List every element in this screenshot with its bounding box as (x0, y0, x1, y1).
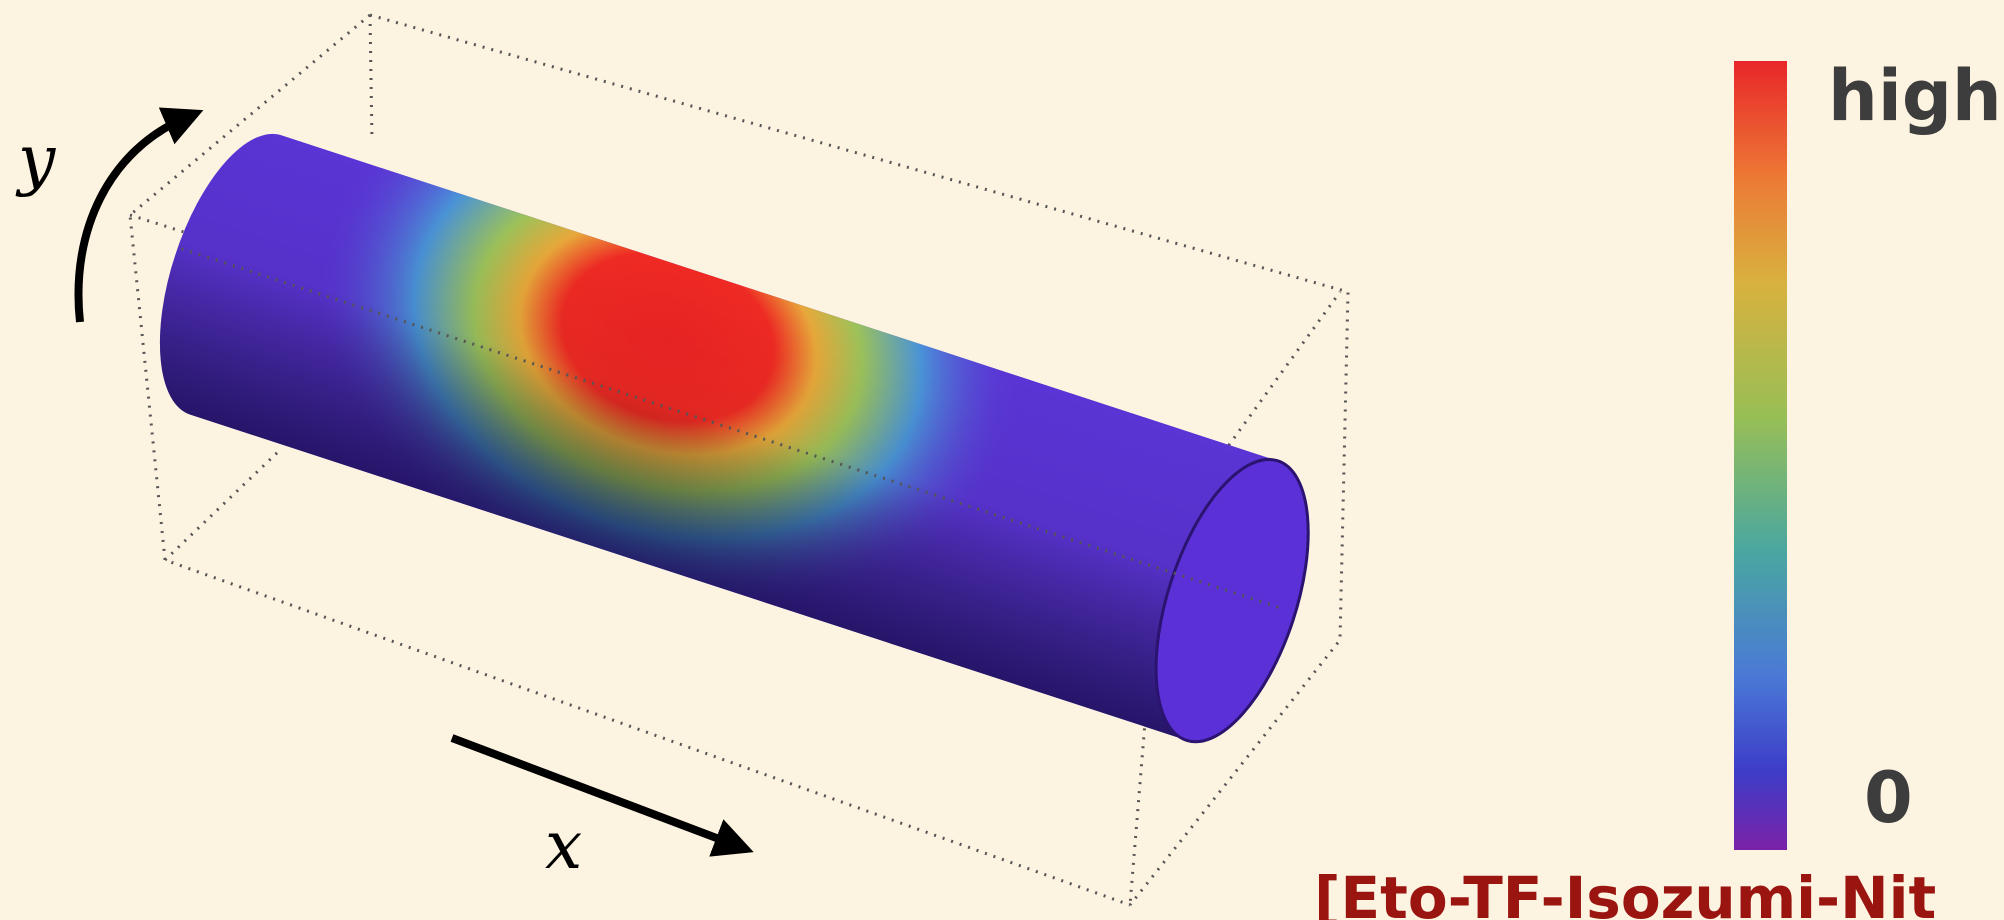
figure: y x high 0 [Eto-TF-Isozumi-Nit (0, 0, 2004, 920)
colorbar-top-label: high (1828, 55, 2002, 137)
citation: [Eto-TF-Isozumi-Nit (1314, 864, 1936, 920)
x-label: x (545, 807, 582, 884)
y-label: y (15, 121, 56, 198)
colorbar-bottom-label: 0 (1864, 757, 1913, 839)
cylinder (110, 98, 1350, 775)
colorbar (1734, 61, 1787, 850)
page: {"figure": {"y_label": "y", "x_label": "… (0, 0, 2004, 920)
x-arrow (452, 738, 735, 845)
